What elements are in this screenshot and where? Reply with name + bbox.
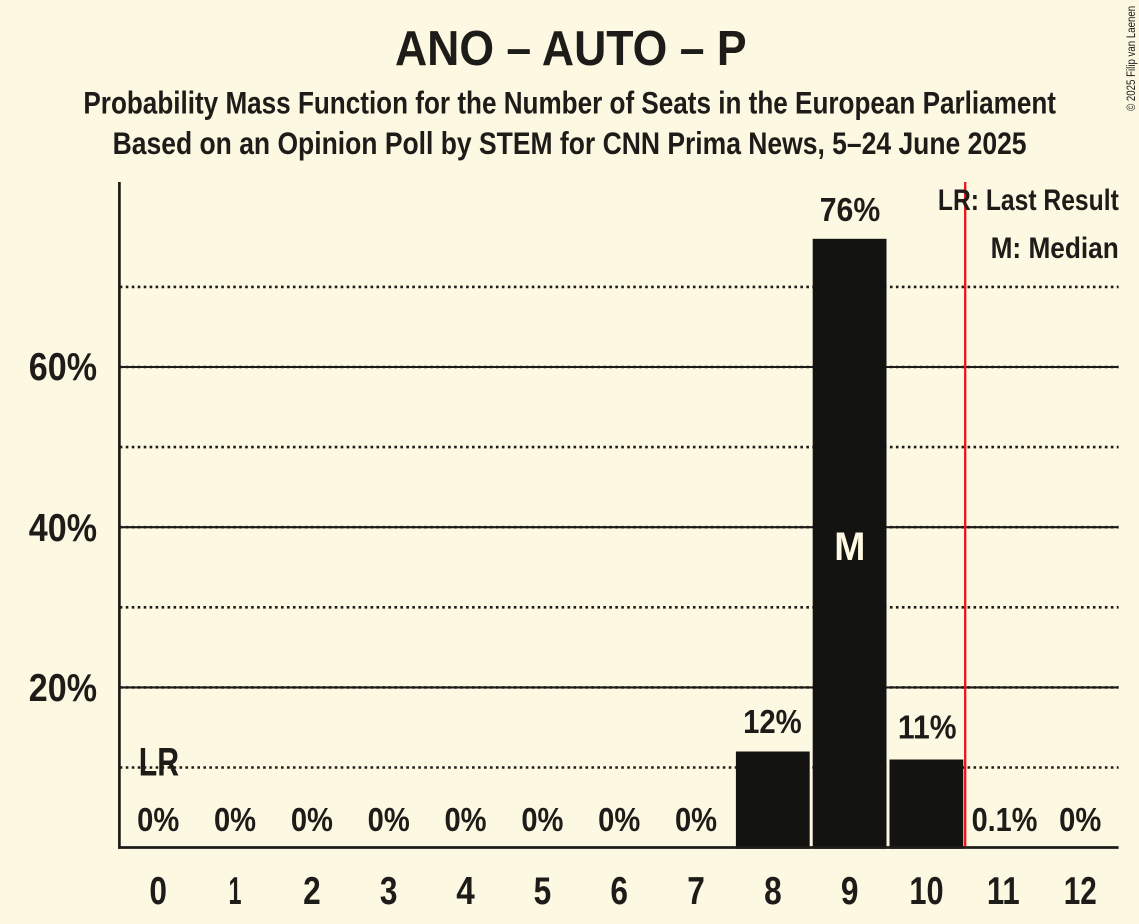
- svg-text:0%: 0%: [675, 802, 717, 839]
- svg-text:1: 1: [229, 870, 242, 913]
- svg-text:0%: 0%: [444, 802, 486, 839]
- svg-text:0%: 0%: [598, 802, 640, 839]
- svg-text:60%: 60%: [29, 346, 97, 389]
- svg-text:7: 7: [687, 870, 705, 913]
- svg-text:© 2025 Filip van Laenen: © 2025 Filip van Laenen: [1124, 6, 1138, 111]
- svg-text:LR: LR: [139, 740, 179, 784]
- svg-text:8: 8: [764, 870, 782, 913]
- svg-text:3: 3: [380, 870, 398, 913]
- svg-text:0%: 0%: [1059, 802, 1101, 839]
- svg-text:12%: 12%: [743, 704, 802, 741]
- svg-text:M: Median: M: Median: [991, 232, 1119, 265]
- svg-text:M: M: [834, 525, 865, 569]
- svg-text:6: 6: [610, 870, 628, 913]
- svg-text:5: 5: [534, 870, 552, 913]
- svg-text:0: 0: [149, 870, 167, 913]
- svg-text:0%: 0%: [291, 802, 333, 839]
- svg-text:40%: 40%: [29, 507, 97, 550]
- svg-text:LR: Last Result: LR: Last Result: [938, 184, 1119, 217]
- svg-text:0%: 0%: [521, 802, 563, 839]
- svg-text:20%: 20%: [29, 667, 97, 710]
- svg-text:11: 11: [987, 870, 1020, 913]
- svg-text:Based on an Opinion Poll by ST: Based on an Opinion Poll by STEM for CNN…: [113, 126, 1027, 161]
- svg-text:0%: 0%: [137, 802, 179, 839]
- svg-text:10: 10: [909, 870, 943, 913]
- svg-text:4: 4: [456, 870, 475, 913]
- svg-text:0.1%: 0.1%: [972, 802, 1038, 839]
- svg-text:0%: 0%: [214, 802, 256, 839]
- svg-text:12: 12: [1064, 870, 1097, 913]
- svg-text:76%: 76%: [820, 192, 881, 229]
- svg-text:2: 2: [303, 870, 321, 913]
- svg-text:ANO – AUTO – P: ANO – AUTO – P: [395, 21, 747, 76]
- svg-text:Probability Mass Function for: Probability Mass Function for the Number…: [83, 85, 1056, 120]
- svg-text:0%: 0%: [368, 802, 410, 839]
- svg-text:9: 9: [841, 870, 859, 913]
- svg-text:11%: 11%: [898, 710, 957, 747]
